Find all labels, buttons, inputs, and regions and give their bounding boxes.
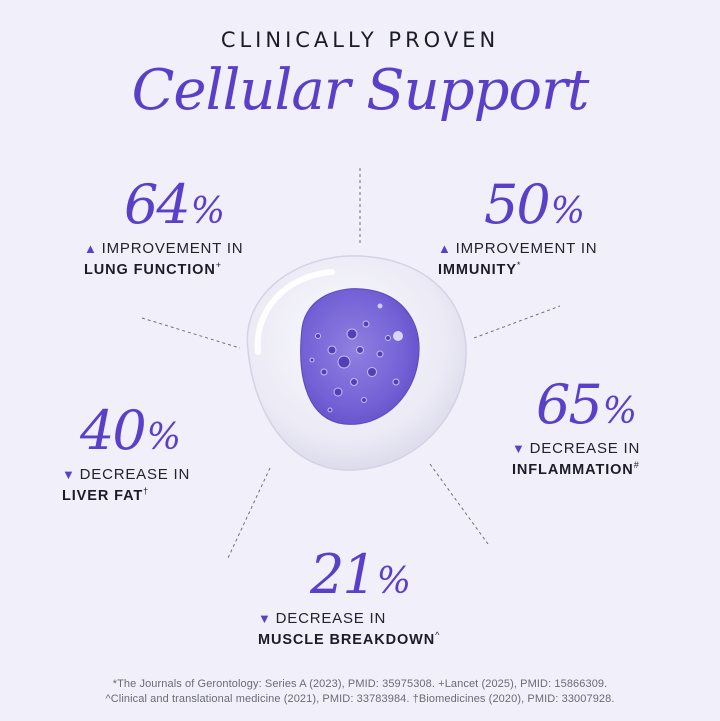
stat-label: ▼ DECREASE IN (258, 610, 387, 627)
stat-muscle-breakdown: 21% ▼ DECREASE IN MUSCLE BREAKDOWN^ (258, 548, 498, 648)
stat-label: ▼ DECREASE IN (62, 466, 191, 483)
triangle-down-icon: ▼ (62, 467, 76, 482)
stat-liver-fat: 40% ▼ DECREASE IN LIVER FAT† (62, 404, 302, 504)
stat-immunity: 50% ▲ IMPROVEMENT IN IMMUNITY* (438, 178, 678, 278)
stat-value: 65% (536, 373, 637, 436)
footnote-line-2: ^Clinical and translational medicine (20… (105, 693, 615, 705)
footnote-line-1: *The Journals of Gerontology: Series A (… (112, 678, 608, 690)
stat-label: ▲ IMPROVEMENT IN (84, 240, 244, 257)
stat-metric: INFLAMMATION# (512, 460, 640, 478)
stat-label: ▼ DECREASE IN (512, 440, 641, 457)
stat-label: ▲ IMPROVEMENT IN (438, 240, 598, 257)
kicker-title: CLINICALLY PROVEN (220, 28, 500, 52)
connector-lower-left (227, 467, 271, 559)
triangle-down-icon: ▼ (512, 441, 526, 456)
stat-metric: IMMUNITY* (438, 260, 522, 278)
triangle-up-icon: ▲ (438, 241, 452, 256)
stat-lung-function: 64% ▲ IMPROVEMENT IN LUNG FUNCTION+ (84, 178, 324, 278)
triangle-up-icon: ▲ (84, 241, 98, 256)
stat-value: 21% (310, 543, 411, 606)
gel-droplet-icon (246, 255, 467, 471)
stat-value: 50% (484, 173, 585, 236)
triangle-down-icon: ▼ (258, 611, 272, 626)
stat-metric: LUNG FUNCTION+ (84, 260, 222, 278)
connector-upper-left (141, 317, 241, 349)
stat-inflammation: 65% ▼ DECREASE IN INFLAMMATION# (512, 378, 720, 478)
stat-metric: LIVER FAT† (62, 486, 150, 504)
connector-lower-right (429, 463, 489, 545)
stat-metric: MUSCLE BREAKDOWN^ (258, 630, 441, 648)
stat-value: 64% (124, 173, 225, 236)
stat-value: 40% (80, 399, 181, 462)
headline-title: Cellular Support (131, 58, 590, 123)
footnotes: *The Journals of Gerontology: Series A (… (0, 677, 720, 707)
